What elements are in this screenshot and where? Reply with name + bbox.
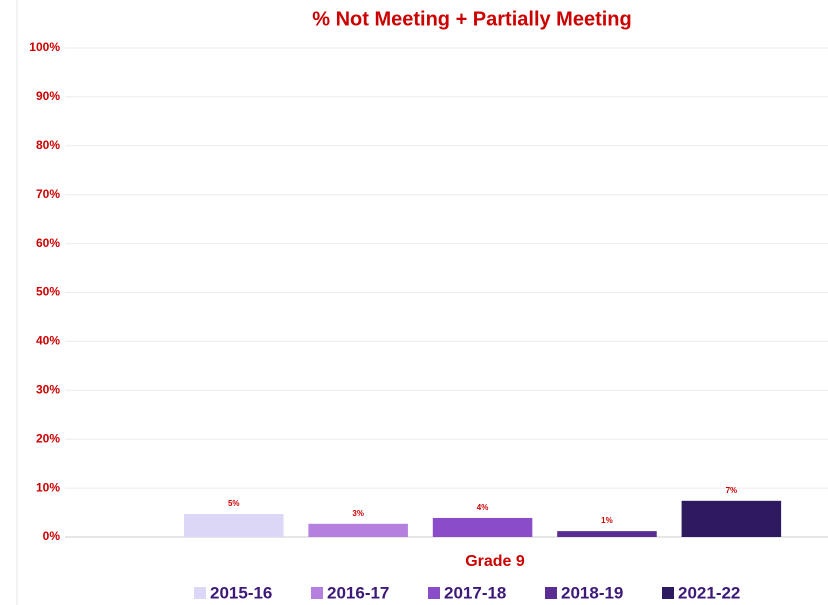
value-label: 3% bbox=[352, 509, 364, 518]
value-label: 5% bbox=[228, 499, 240, 508]
y-tick-label: 70% bbox=[36, 187, 60, 201]
legend-label: 2021-22 bbox=[678, 583, 740, 602]
legend-label: 2015-16 bbox=[210, 583, 272, 602]
bar bbox=[184, 514, 284, 537]
y-tick-label: 20% bbox=[36, 431, 60, 445]
bar bbox=[432, 517, 533, 537]
y-tick-label: 100% bbox=[29, 40, 60, 54]
bar bbox=[681, 500, 782, 537]
legend-swatch bbox=[194, 587, 206, 599]
chart-title: % Not Meeting + Partially Meeting bbox=[312, 8, 632, 30]
y-tick-label: 0% bbox=[43, 529, 61, 543]
legend-swatch bbox=[662, 587, 674, 599]
y-tick-label: 40% bbox=[36, 334, 60, 348]
x-axis-label: Grade 9 bbox=[465, 553, 525, 570]
bar bbox=[557, 531, 657, 537]
y-tick-label: 10% bbox=[36, 480, 60, 494]
value-label: 1% bbox=[601, 516, 613, 525]
legend-label: 2017-18 bbox=[444, 583, 506, 602]
legend-swatch bbox=[545, 587, 557, 599]
bar bbox=[308, 523, 408, 537]
y-tick-label: 80% bbox=[36, 138, 60, 152]
y-tick-label: 90% bbox=[36, 89, 60, 103]
legend-label: 2016-17 bbox=[327, 583, 389, 602]
legend-swatch bbox=[428, 587, 440, 599]
y-tick-label: 30% bbox=[36, 382, 60, 396]
value-label: 4% bbox=[477, 503, 489, 512]
value-label: 7% bbox=[726, 486, 738, 495]
legend-label: 2018-19 bbox=[561, 583, 623, 602]
y-tick-label: 60% bbox=[36, 236, 60, 250]
y-tick-label: 50% bbox=[36, 285, 60, 299]
legend-swatch bbox=[311, 587, 323, 599]
